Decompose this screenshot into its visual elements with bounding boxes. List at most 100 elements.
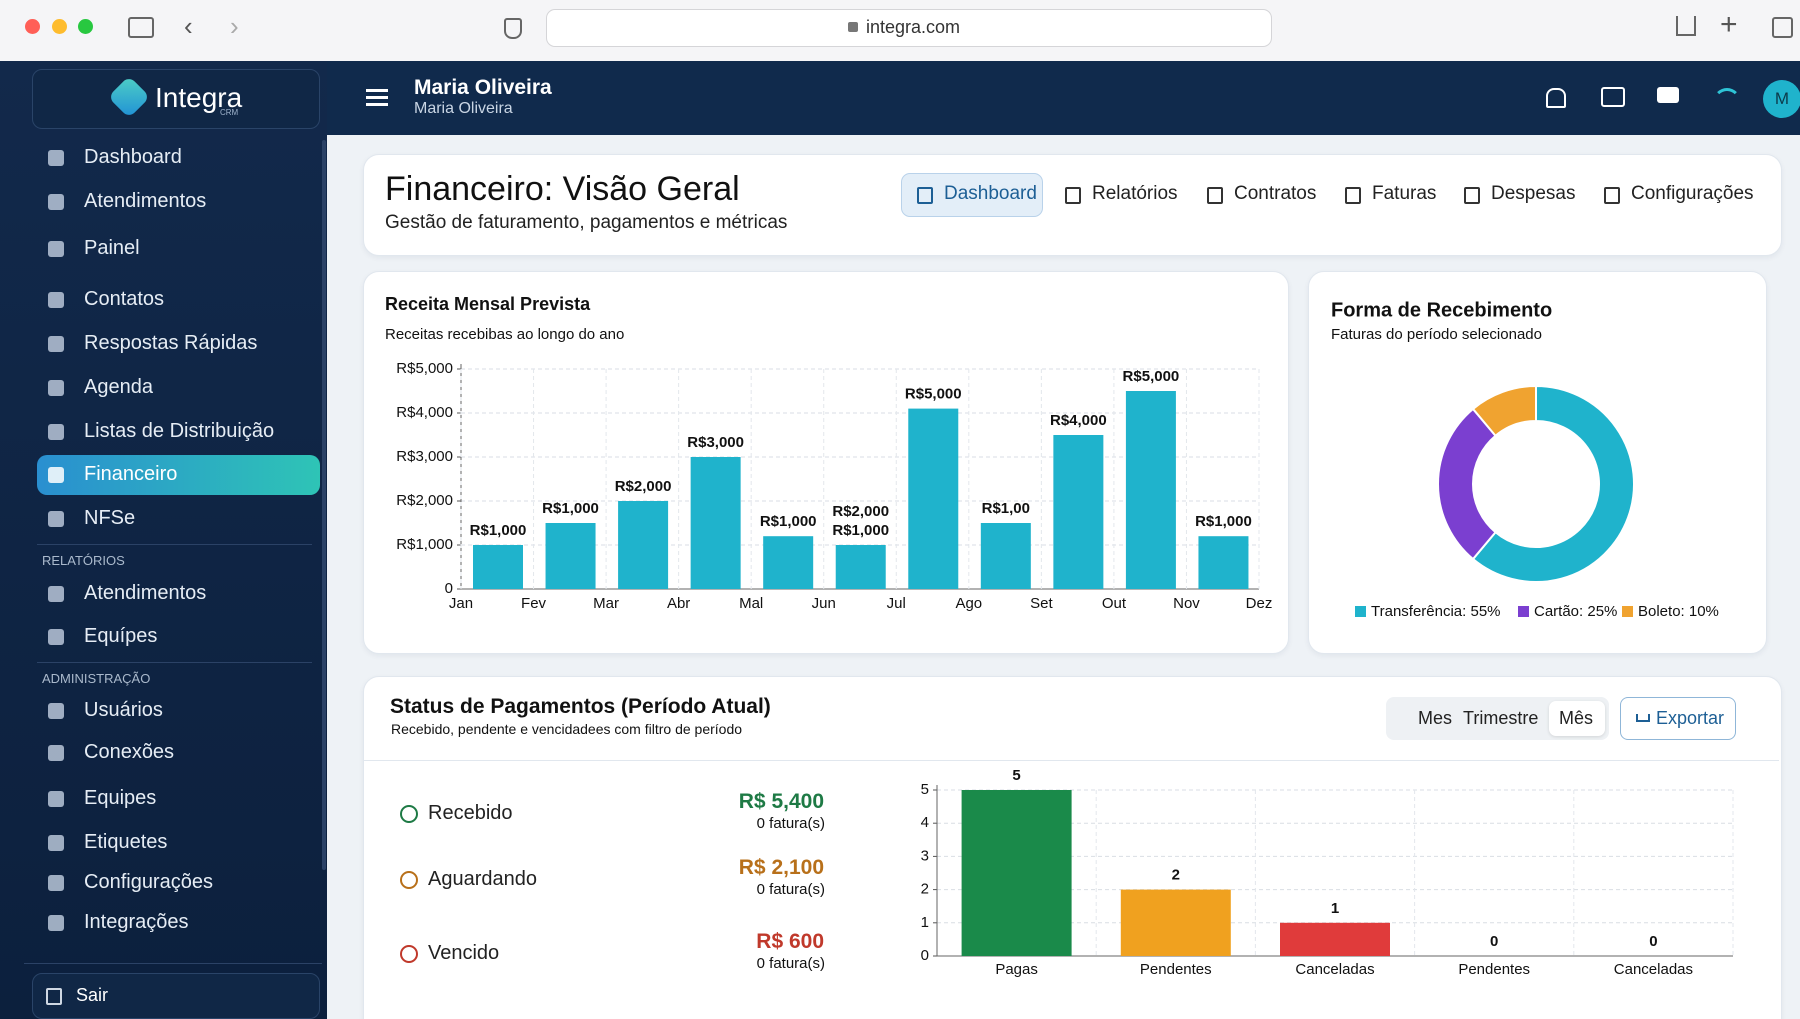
zoom-button[interactable] [78, 19, 93, 34]
status-title: Status de Pagamentos (Período Atual) [390, 695, 771, 718]
status-count: 0 fatura(s) [756, 881, 825, 898]
nav-item[interactable]: Etiquetes [84, 831, 168, 853]
bar-label: R$3,000 [687, 434, 744, 451]
tab[interactable]: Despesas [1491, 183, 1576, 204]
y-tick-label: 1 [921, 914, 929, 931]
menu-button[interactable] [366, 89, 388, 92]
wifi-icon [1713, 88, 1741, 116]
tab[interactable]: Relatórios [1092, 183, 1178, 204]
nav-item[interactable]: Atendimentos [84, 582, 207, 604]
bar [980, 523, 1031, 589]
nav-item[interactable]: Listas de Distribuição [84, 420, 275, 442]
y-tick-label: R$1,000 [396, 536, 453, 553]
bar-label: 0 [1649, 933, 1657, 950]
bar [961, 790, 1072, 956]
messages-button[interactable] [1601, 87, 1625, 107]
payment-method-card [1308, 271, 1767, 654]
nav-item[interactable]: Usuários [84, 699, 163, 721]
bar [1280, 922, 1390, 956]
active-tab-bg [901, 173, 1043, 217]
bar-label: R$1,000 [1195, 513, 1252, 530]
export-button[interactable] [1620, 697, 1736, 740]
lock-icon [848, 22, 858, 32]
notifications-button[interactable] [1546, 88, 1566, 108]
topbar [327, 61, 1800, 135]
active-item-bg [37, 455, 320, 495]
period-option[interactable]: Trimestre [1463, 708, 1539, 728]
nav-item[interactable]: Conexões [84, 741, 175, 763]
y-tick-label: 0 [445, 580, 453, 597]
x-tick-label: Pagas [995, 961, 1038, 978]
sidebar-toggle[interactable] [128, 17, 154, 38]
bar-label: R$5,000 [905, 386, 962, 403]
nav-icon [48, 511, 64, 527]
back-button[interactable]: ‹ [184, 11, 193, 41]
share-button[interactable] [1676, 16, 1696, 36]
bar-label: R$1,00 [982, 500, 1030, 517]
nav-item[interactable]: Respostas Rápidas [84, 332, 258, 354]
minimize-button[interactable] [52, 19, 67, 34]
nav-icon [48, 380, 64, 396]
nav-item[interactable]: Painel [84, 237, 140, 259]
status-count: 0 fatura(s) [756, 955, 825, 972]
forward-button[interactable]: › [230, 11, 239, 41]
tab[interactable]: Contratos [1234, 183, 1317, 204]
x-tick-label: Mar [593, 595, 619, 612]
x-tick-label: Jul [887, 595, 906, 612]
bar-label: R$1,000 [832, 522, 889, 539]
nav-item[interactable]: Agenda [84, 376, 153, 398]
export-icon [1636, 714, 1650, 722]
y-tick-label: R$2,000 [396, 492, 453, 509]
url-bar[interactable] [546, 9, 1272, 47]
tab[interactable]: Configurações [1631, 183, 1754, 204]
revenue-subtitle: Receitas recebibas ao longo do ano [385, 326, 624, 343]
nav-icon [48, 703, 64, 719]
period-option[interactable]: Mês [1559, 708, 1594, 728]
y-tick-label: R$4,000 [396, 404, 453, 421]
tabs-button[interactable] [1772, 17, 1793, 38]
period-option[interactable]: Mes [1418, 708, 1453, 728]
x-tick-label: Pendentes [1458, 961, 1530, 978]
status-label: Vencido [428, 942, 500, 964]
tab[interactable]: Dashboard [944, 183, 1037, 204]
nav-item[interactable]: Equipes [84, 787, 157, 809]
nav-item[interactable]: Equípes [84, 625, 158, 647]
nav-icon [48, 467, 64, 483]
nav-item[interactable]: Dashboard [84, 146, 182, 168]
tab-icon [917, 187, 933, 204]
nav-icon [48, 835, 64, 851]
chat-button[interactable] [1657, 87, 1679, 103]
nav-item[interactable]: Contatos [84, 288, 165, 310]
page-title: Financeiro: Visão Geral [385, 170, 740, 208]
y-tick-label: 4 [921, 814, 929, 831]
status-label: Recebido [428, 802, 513, 824]
nav-item[interactable]: Atendimentos [84, 190, 207, 212]
donut-slice [1471, 384, 1537, 438]
bar [1125, 391, 1176, 589]
user-role: Maria Oliveira [414, 100, 513, 117]
payment-title: Forma de Recebimento [1331, 299, 1552, 321]
status-divider [364, 760, 1779, 761]
bar-label: 5 [1012, 767, 1020, 784]
x-tick-label: Dez [1246, 595, 1273, 612]
bar [545, 523, 596, 589]
nav-icon [48, 915, 64, 931]
url-text: integra.com [866, 17, 961, 37]
logout-divider [24, 963, 322, 964]
nav-item[interactable]: NFSe [84, 507, 136, 529]
nav-item[interactable]: Integrações [84, 911, 189, 933]
nav-icon [48, 791, 64, 807]
tab[interactable]: Faturas [1372, 183, 1437, 204]
status-amount: R$ 5,400 [738, 790, 824, 813]
bar-label: R$4,000 [1050, 412, 1107, 429]
bar [835, 545, 886, 589]
new-tab-button[interactable]: + [1720, 8, 1738, 41]
nav-icon [48, 745, 64, 761]
nav-item[interactable]: Configurações [84, 871, 213, 893]
close-button[interactable] [25, 19, 40, 34]
nav-item[interactable]: Financeiro [84, 463, 178, 485]
avatar[interactable]: M [1763, 80, 1800, 118]
sidebar [0, 61, 327, 1019]
legend-label: Transferência: 55% [1371, 603, 1501, 620]
bar-label: R$5,000 [1123, 368, 1180, 385]
